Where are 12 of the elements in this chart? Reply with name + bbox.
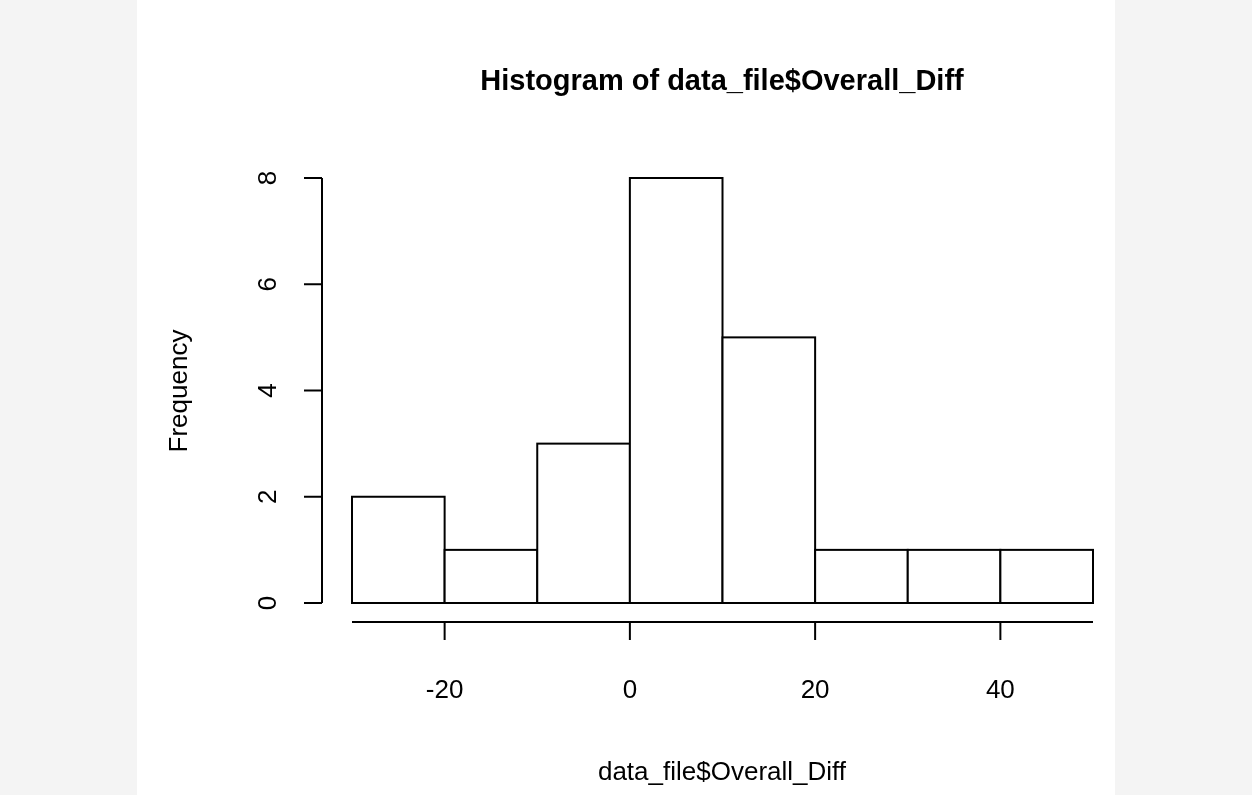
x-tick-label: 40 — [985, 674, 1015, 704]
x-axis-title: data_file$Overall_Diff — [597, 756, 847, 786]
y-tick-label: 4 — [252, 383, 282, 398]
x-tick-label: 0 — [622, 674, 638, 704]
y-tick-label: 2 — [252, 489, 282, 504]
y-tick-label: 8 — [252, 170, 282, 186]
x-tick-label: 20 — [800, 674, 830, 704]
y-axis-title: Frequency — [163, 329, 193, 453]
y-tick-label: 6 — [252, 277, 282, 292]
chart-title: Histogram of data_file$Overall_Diff — [480, 64, 965, 96]
x-tick-label: -20 — [425, 674, 464, 704]
y-tick-label: 0 — [252, 595, 282, 611]
